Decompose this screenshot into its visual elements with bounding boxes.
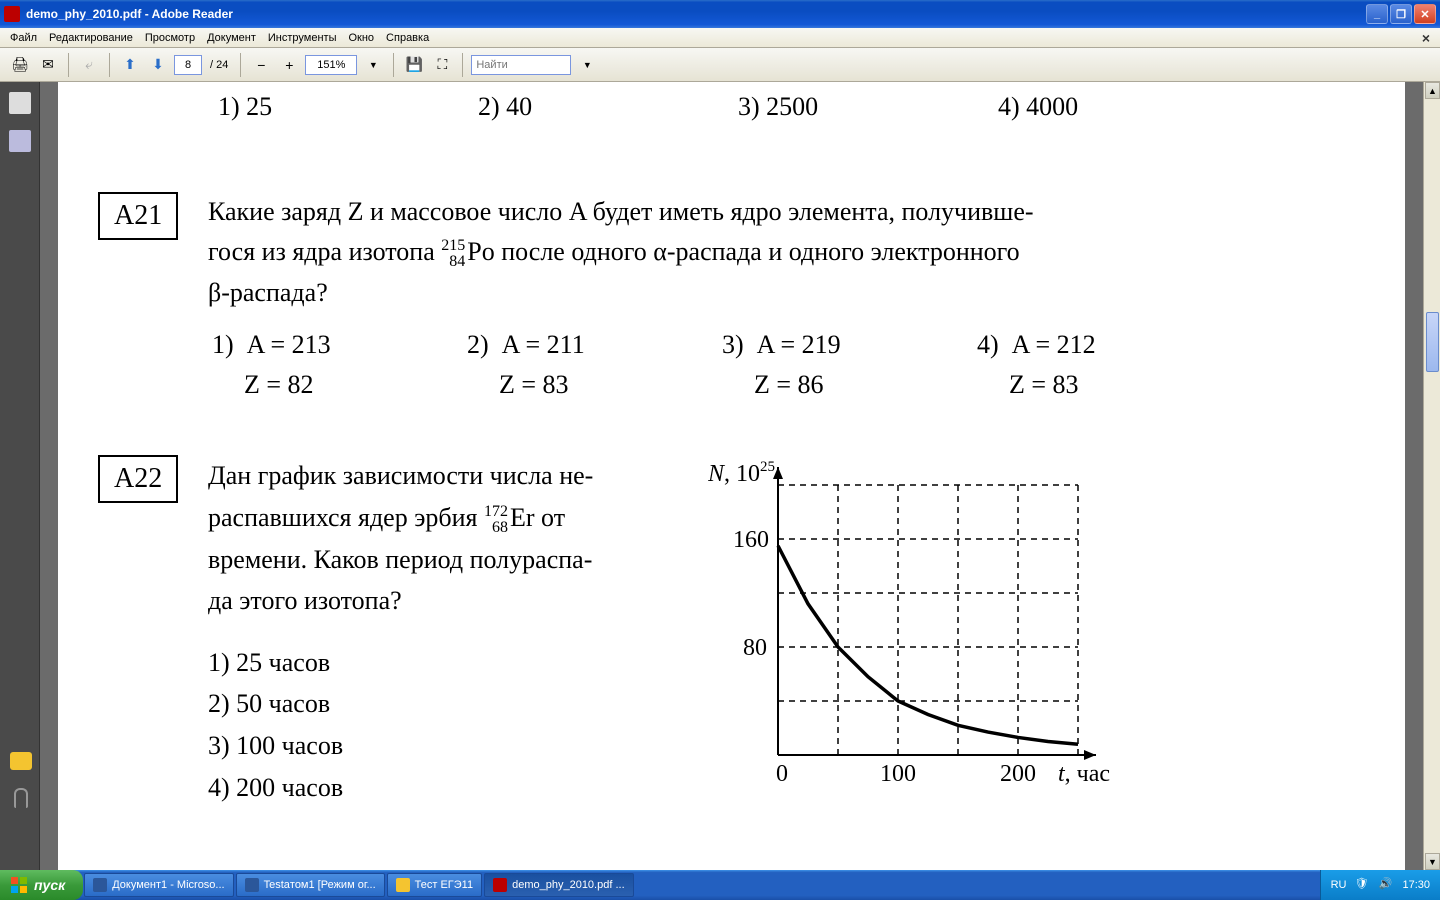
start-button[interactable]: пуск <box>0 870 83 900</box>
email-icon[interactable]: ✉ <box>36 53 60 77</box>
menu-window[interactable]: Окно <box>342 30 380 46</box>
task-item-folder[interactable]: Тест ЕГЭ11 <box>387 873 482 897</box>
maximize-button[interactable]: ❐ <box>1390 4 1412 24</box>
q22-line1: Дан график зависимости числа не- <box>208 455 688 497</box>
menu-file[interactable]: Файл <box>4 30 43 46</box>
tray-clock[interactable]: 17:30 <box>1402 879 1430 891</box>
document-page: 1) 25 2) 40 3) 2500 4) 4000 A21 Какие за… <box>58 82 1405 870</box>
svg-text:100: 100 <box>880 761 916 787</box>
task-item-word1[interactable]: Документ1 - Microso... <box>84 873 233 897</box>
q22-line3: времени. Каков период полураспа- <box>208 539 688 581</box>
pages-panel-icon[interactable] <box>9 92 31 114</box>
search-dropdown-icon[interactable]: ▼ <box>575 53 599 77</box>
page-down-icon[interactable]: ⬇ <box>146 53 170 77</box>
svg-text:80: 80 <box>743 635 767 661</box>
tray-icon-2[interactable]: 🔊 <box>1378 877 1394 893</box>
zoom-input[interactable] <box>305 55 357 75</box>
save-icon[interactable]: 💾 <box>402 53 426 77</box>
svg-text:N, 1025: N, 1025 <box>708 459 775 487</box>
system-tray: RU 🛡 🔊 17:30 <box>1320 870 1440 900</box>
menu-document[interactable]: Документ <box>201 30 262 46</box>
document-viewport[interactable]: 1) 25 2) 40 3) 2500 4) 4000 A21 Какие за… <box>40 82 1423 870</box>
q21-label: A21 <box>98 192 178 240</box>
vertical-scrollbar[interactable]: ▲ ▼ <box>1423 82 1440 870</box>
bookmarks-panel-icon[interactable] <box>9 130 31 152</box>
window-title: demo_phy_2010.pdf - Adobe Reader <box>26 7 1366 21</box>
app-icon <box>4 6 20 22</box>
content-area: 1) 25 2) 40 3) 2500 4) 4000 A21 Какие за… <box>0 82 1440 870</box>
menubar: Файл Редактирование Просмотр Документ Ин… <box>0 28 1440 48</box>
top-answer-row: 1) 25 2) 40 3) 2500 4) 4000 <box>218 92 1365 122</box>
menu-edit[interactable]: Редактирование <box>43 30 139 46</box>
attachment-icon[interactable] <box>14 788 28 808</box>
zoom-out-icon[interactable]: − <box>249 53 273 77</box>
search-input[interactable] <box>471 55 571 75</box>
svg-text:t, час: t, час <box>1058 761 1110 787</box>
question-a22: A22 Дан график зависимости числа не- рас… <box>98 455 1365 808</box>
page-total: / 24 <box>210 59 228 71</box>
ans-4: 4) 4000 <box>998 92 1248 122</box>
tray-icon-1[interactable]: 🛡 <box>1354 877 1370 893</box>
zoom-dropdown-icon[interactable]: ▼ <box>361 53 385 77</box>
close-button[interactable]: ✕ <box>1414 4 1436 24</box>
window-buttons: _ ❐ ✕ <box>1366 4 1436 24</box>
page-number-input[interactable] <box>174 55 202 75</box>
svg-text:0: 0 <box>776 761 788 787</box>
q22-line2: распавшихся ядер эрбия 17268Er от <box>208 497 688 539</box>
task-item-pdf[interactable]: demo_phy_2010.pdf ... <box>484 873 634 897</box>
toolbar: 🖨 ✉ ⤶ ⬆ ⬇ / 24 − + ▼ 💾 ⛶ ▼ <box>0 48 1440 82</box>
ans-2: 2) 40 <box>478 92 728 122</box>
svg-text:200: 200 <box>1000 761 1036 787</box>
menu-view[interactable]: Просмотр <box>139 30 201 46</box>
decay-chart: 160 80 0 100 200 N, 1025 t, час <box>708 455 1128 795</box>
scroll-up-icon[interactable]: ▲ <box>1425 82 1440 99</box>
scroll-thumb[interactable] <box>1426 312 1439 372</box>
task-item-word2[interactable]: Testaтом1 [Режим ог... <box>236 873 385 897</box>
ans-1: 1) 25 <box>218 92 468 122</box>
ans-3: 3) 2500 <box>738 92 988 122</box>
menu-help[interactable]: Справка <box>380 30 435 46</box>
taskbar: пуск Документ1 - Microso... Testaтом1 [Р… <box>0 870 1440 900</box>
tray-lang[interactable]: RU <box>1331 879 1347 891</box>
print-icon[interactable]: 🖨 <box>8 53 32 77</box>
comment-icon[interactable] <box>10 752 32 770</box>
minimize-button[interactable]: _ <box>1366 4 1388 24</box>
svg-text:160: 160 <box>733 527 769 553</box>
zoom-in-icon[interactable]: + <box>277 53 301 77</box>
page-up-icon[interactable]: ⬆ <box>118 53 142 77</box>
q21-line2: гося из ядра изотопа 21584Po после одног… <box>208 232 1365 272</box>
close-doc-button[interactable]: × <box>1416 30 1436 46</box>
prev-view-icon[interactable]: ⤶ <box>77 53 101 77</box>
q21-line1: Какие заряд Z и массовое число A будет и… <box>208 192 1365 232</box>
q22-answers: 1) 25 часов 2) 50 часов 3) 100 часов 4) … <box>208 642 688 808</box>
windows-logo-icon <box>10 876 28 894</box>
fit-icon[interactable]: ⛶ <box>430 53 454 77</box>
titlebar: demo_phy_2010.pdf - Adobe Reader _ ❐ ✕ <box>0 0 1440 28</box>
q21-answers: 1) A = 213 Z = 82 2) A = 211 Z = 83 3) A… <box>212 325 1365 406</box>
q21-line3: β-распада? <box>208 273 1365 313</box>
q22-line4: да этого изотопа? <box>208 580 688 622</box>
menu-tools[interactable]: Инструменты <box>262 30 343 46</box>
q22-label: A22 <box>98 455 178 503</box>
question-a21: A21 Какие заряд Z и массовое число A буд… <box>98 192 1365 405</box>
scroll-down-icon[interactable]: ▼ <box>1425 853 1440 870</box>
